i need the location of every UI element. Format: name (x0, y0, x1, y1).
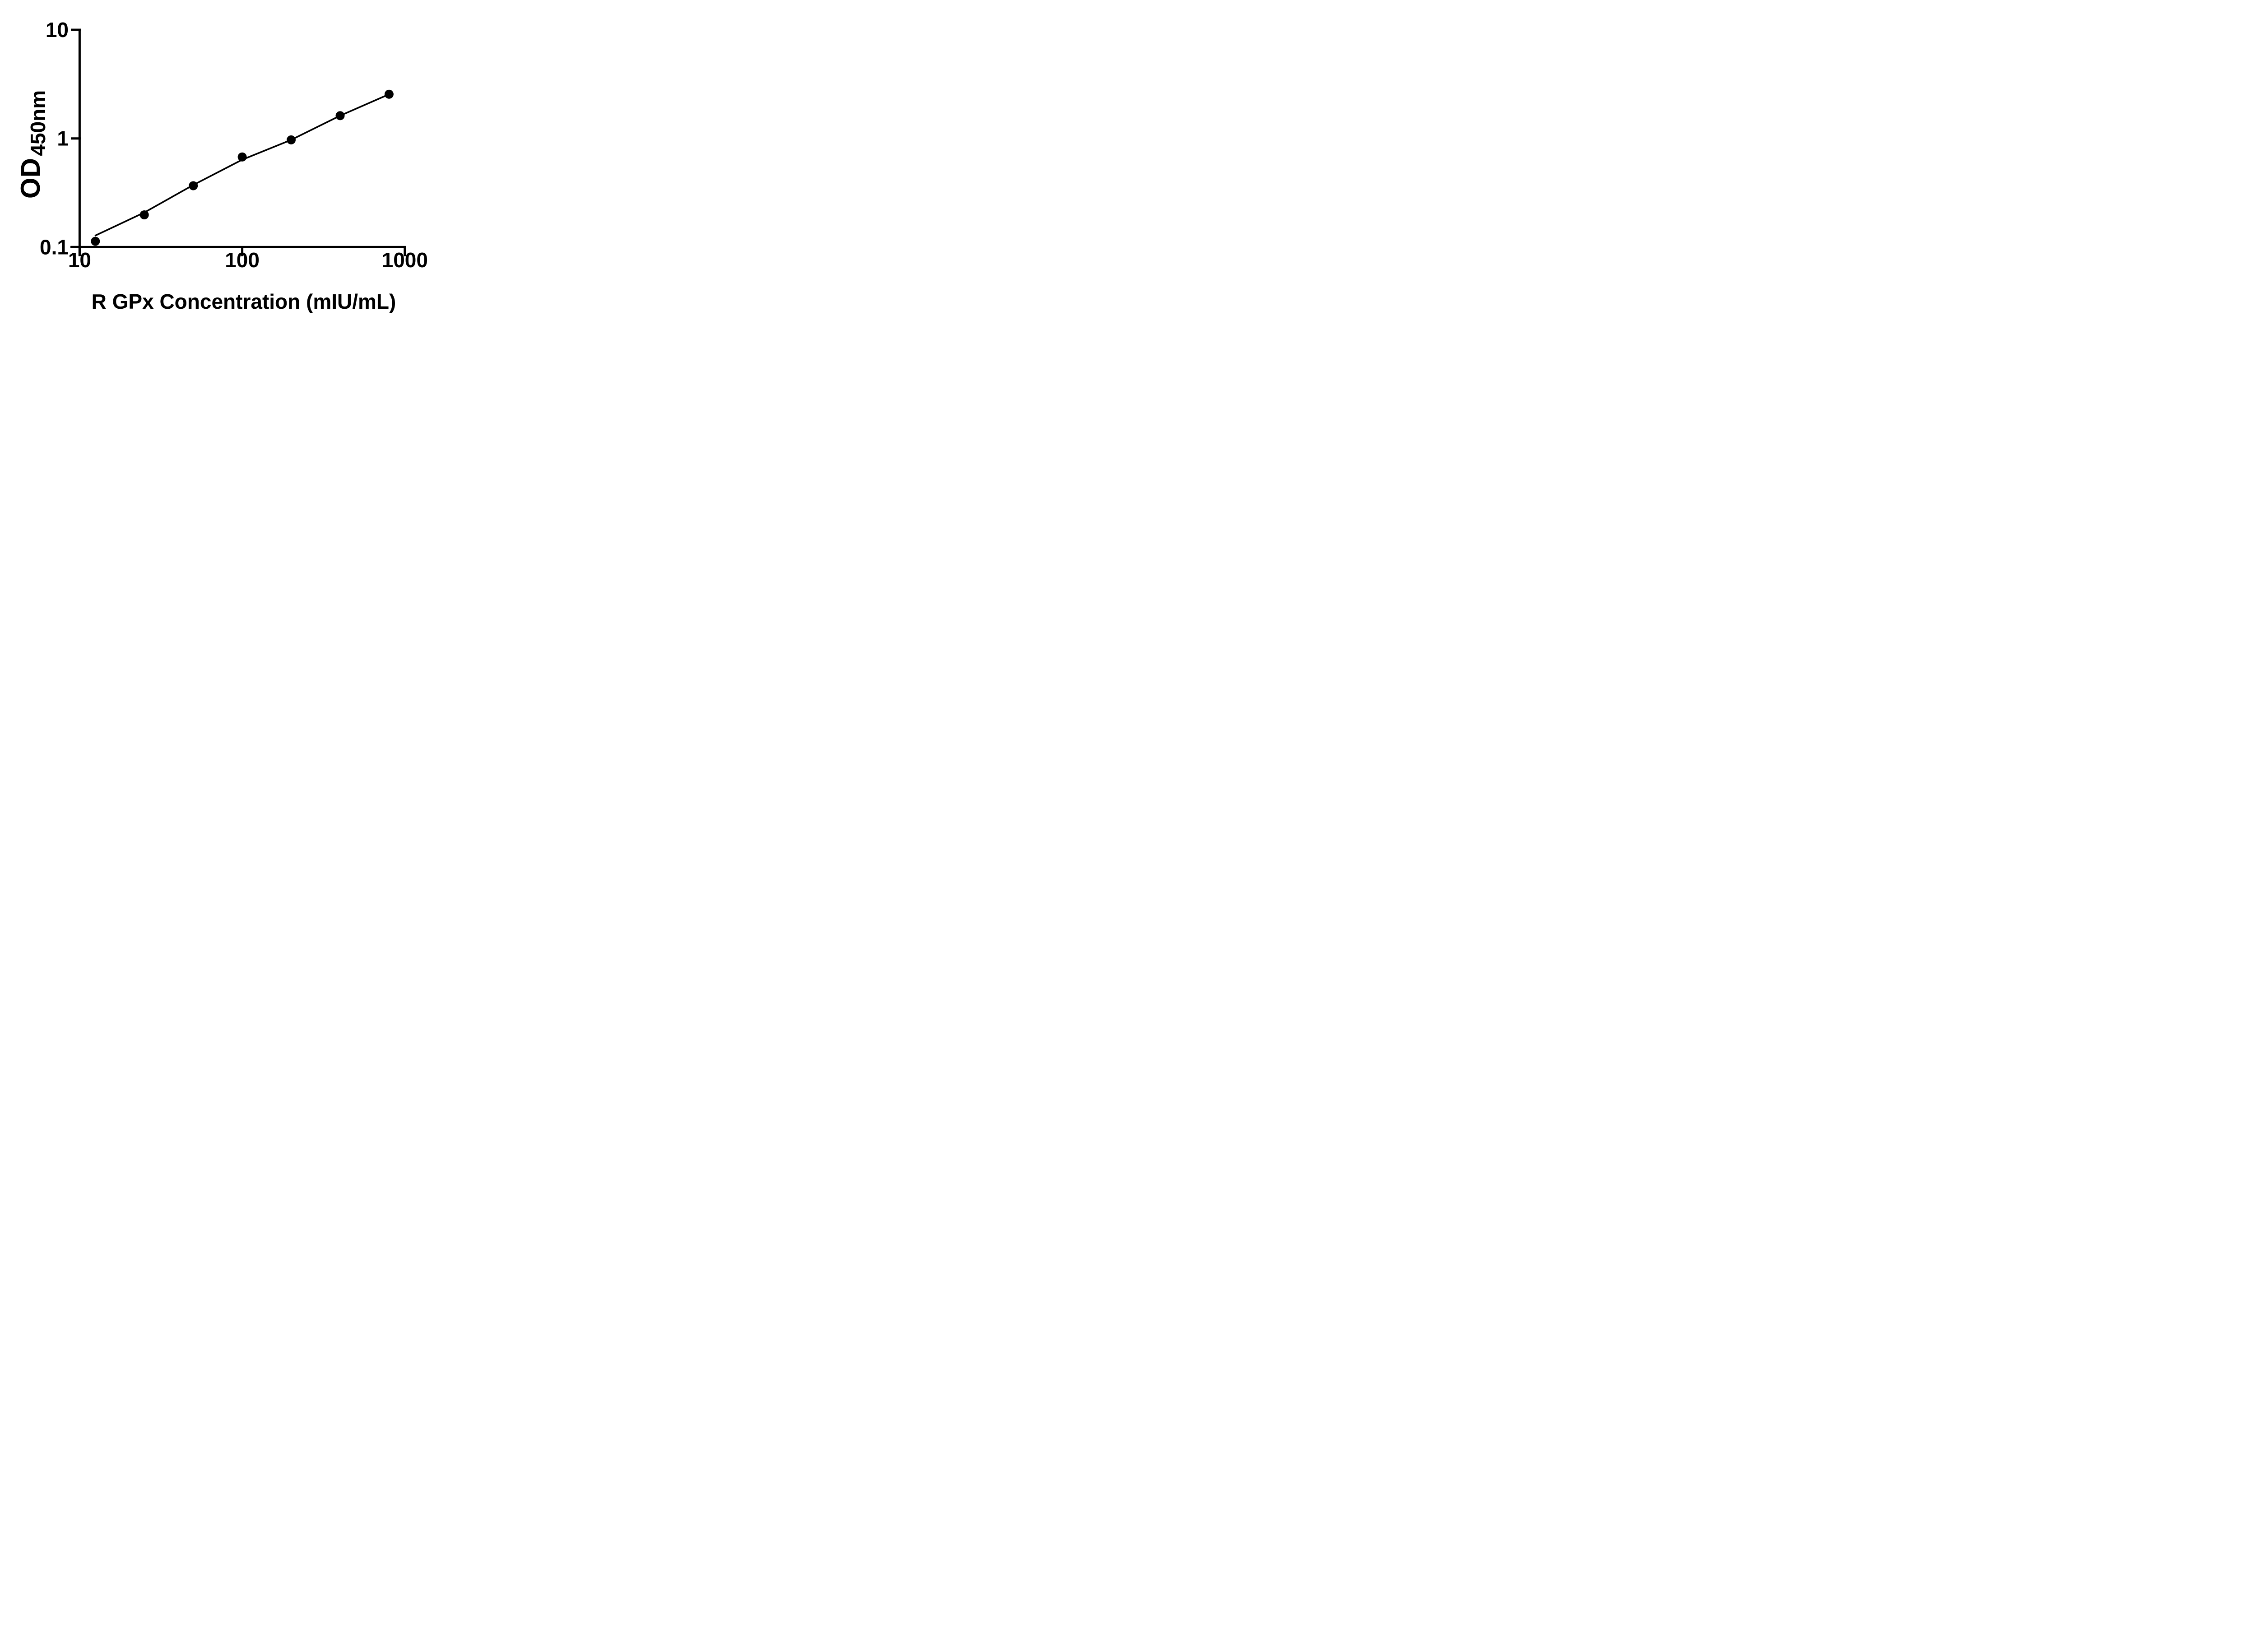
y-tick-label: 1 (57, 127, 69, 150)
data-point (189, 181, 198, 190)
y-axis-title-main: OD (15, 158, 46, 199)
y-tick-label: 10 (46, 18, 69, 42)
data-points-group (91, 89, 394, 246)
data-point (139, 210, 149, 219)
data-point (287, 135, 296, 144)
standard-curve-chart: 10 100 1000 10 1 0.1 R GPx Concentration (mI… (15, 18, 428, 313)
fit-line (94, 93, 390, 237)
x-axis-title-text: R GPx Concentration (mIU/mL) (92, 290, 396, 313)
x-tick-label: 100 (225, 248, 260, 272)
x-tick-label: 1000 (382, 248, 428, 272)
standard-curve-figure: 10 100 1000 10 1 0.1 R GPx Concentration (mI… (0, 0, 455, 330)
x-tick-labels: 10 100 1000 (68, 248, 428, 272)
x-axis-title: R GPx Concentration (mIU/mL) (92, 290, 396, 313)
y-tick-labels: 10 1 0.1 (40, 18, 69, 259)
x-tick-label: 10 (68, 248, 91, 272)
data-point (91, 237, 100, 246)
data-point (335, 111, 345, 121)
fit-line-group (94, 93, 390, 237)
data-point (384, 89, 394, 99)
y-tick-marks (71, 28, 81, 248)
x-tick-marks (78, 247, 406, 256)
y-tick-label: 0.1 (40, 235, 69, 259)
data-point (237, 152, 247, 162)
y-axis-title-subscript: 450nm (26, 90, 50, 156)
y-axis-title: OD 450nm (15, 90, 50, 199)
